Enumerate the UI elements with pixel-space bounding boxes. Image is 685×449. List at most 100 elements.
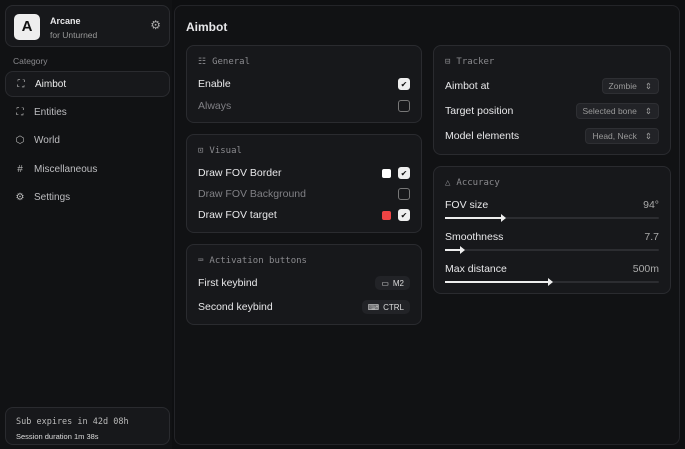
general-card: ☷ General Enable ✔ Always [186,45,422,123]
fov-target-row[interactable]: Draw FOV target ✔ [198,206,410,224]
slider-value: 94° [643,199,659,211]
fov-target-checkbox[interactable]: ✔ [398,209,410,221]
row-label: Draw FOV Border [198,167,282,179]
card-title: Accuracy [456,178,500,188]
keybind-button[interactable]: ▭ M2 [375,276,410,290]
sidebar-item-aimbot[interactable]: ⛶ Aimbot [5,71,170,97]
slider-label: Smoothness [445,231,504,243]
activation-header: ⌨ Activation buttons [198,256,307,266]
accuracy-card: △ Accuracy FOV size 94° Smoothness 7.7 Max … [433,166,671,294]
model-elements-select[interactable]: Head, Neck ⇕ [585,128,659,144]
grid-icon: # [17,163,23,175]
slider-thumb[interactable] [460,246,466,254]
mouse-icon: ▭ [381,278,389,288]
sidebar-item-label: Aimbot [35,78,67,90]
row-label: Draw FOV target [198,209,277,221]
key-label: M2 [392,278,404,288]
select-value: Selected bone [582,106,637,116]
card-title: General [212,57,251,67]
row-label: Enable [198,78,231,90]
globe-icon: ⬡ [15,134,25,146]
slider-value: 7.7 [644,231,659,243]
keyboard-icon: ⌨ [198,256,204,266]
target-position-row: Target position Selected bone ⇕ [445,102,659,120]
list-icon: ☷ [198,57,207,67]
select-value: Zombie [608,81,637,91]
select-value: Head, Neck [592,131,637,141]
chevron-updown-icon: ⇕ [644,130,652,141]
fov-background-row[interactable]: Draw FOV Background [198,185,410,203]
key-label: CTRL [383,302,404,312]
aimbot-at-select[interactable]: Zombie ⇕ [601,78,659,94]
subscription-card: Sub expires in 42d 08h Session duration … [5,407,170,445]
sidebar-item-settings[interactable]: ⚙ Settings [5,184,170,210]
app-name: Arcane [50,16,81,26]
always-row[interactable]: Always [198,97,410,115]
sidebar-item-miscellaneous[interactable]: # Miscellaneous [5,156,170,182]
smoothness-slider[interactable]: Smoothness 7.7 [445,231,659,254]
visual-header: ⊡ Visual [198,146,242,156]
aimbot-at-row: Aimbot at Zombie ⇕ [445,77,659,95]
card-title: Activation buttons [209,256,307,266]
slider-thumb[interactable] [547,278,553,286]
row-label: Second keybind [198,301,273,313]
color-swatch[interactable] [382,210,391,220]
row-label: Always [198,100,232,112]
sidebar-item-label: World [34,134,60,146]
brand-card: A Arcane for Unturned ⚙ [5,5,170,47]
row-label: First keybind [198,277,258,289]
row-label: Target position [445,105,514,117]
eye-icon: ⊡ [198,146,204,156]
chevron-updown-icon: ⇕ [644,105,652,116]
sidebar-item-label: Miscellaneous [34,163,98,175]
subscription-expiry: Sub expires in 42d 08h [16,417,129,427]
gear-icon[interactable]: ⚙ [150,18,161,32]
keyboard-icon: ⌨ [367,302,380,312]
gear-icon: ⚙ [15,191,25,203]
row-label: Aimbot at [445,80,490,92]
enable-row[interactable]: Enable ✔ [198,75,410,93]
tracker-card: ⊟ Tracker Aimbot at Zombie ⇕ Target positio… [433,45,671,155]
slider-value: 500m [632,263,659,275]
sidebar: A Arcane for Unturned ⚙ Category ⛶ Aimbot… [0,0,172,449]
slider-track[interactable] [445,278,659,286]
slider-track[interactable] [445,246,659,254]
accuracy-header: △ Accuracy [445,178,500,188]
sidebar-item-entities[interactable]: ⛶ Entities [5,99,170,125]
scan-face-icon: ⛶ [16,106,24,118]
fov-border-checkbox[interactable]: ✔ [398,167,410,179]
max-distance-slider[interactable]: Max distance 500m [445,263,659,286]
card-title: Visual [209,146,242,156]
sidebar-item-label: Settings [34,191,71,203]
activation-card: ⌨ Activation buttons First keybind ▭ M2 Sec… [186,244,422,325]
color-swatch[interactable] [382,168,391,178]
visual-card: ⊡ Visual Draw FOV Border ✔ Draw FOV Backgr… [186,134,422,233]
chevron-updown-icon: ⇕ [644,80,652,91]
session-duration: Session duration 1m 38s [16,432,99,441]
slider-track[interactable] [445,214,659,222]
slider-label: FOV size [445,199,489,211]
always-checkbox[interactable] [398,100,410,112]
page-title: Aimbot [186,20,228,34]
model-elements-row: Model elements Head, Neck ⇕ [445,127,659,145]
second-keybind-row: Second keybind ⌨ CTRL [198,298,410,316]
triangle-icon: △ [445,178,451,188]
app-logo: A [14,14,40,40]
crosshair-icon: ⛶ [17,78,25,90]
fov-size-slider[interactable]: FOV size 94° [445,199,659,222]
slider-fill [445,281,550,283]
first-keybind-row: First keybind ▭ M2 [198,274,410,292]
fov-background-checkbox[interactable] [398,188,410,200]
row-label: Draw FOV Background [198,188,306,200]
enable-checkbox[interactable]: ✔ [398,78,410,90]
sidebar-item-world[interactable]: ⬡ World [5,127,170,153]
tracker-header: ⊟ Tracker [445,57,494,67]
keybind-button[interactable]: ⌨ CTRL [361,300,410,314]
fov-border-row[interactable]: Draw FOV Border ✔ [198,164,410,182]
target-position-select[interactable]: Selected bone ⇕ [575,103,659,119]
app-subtitle: for Unturned [50,30,98,40]
slider-thumb[interactable] [500,214,506,222]
category-label: Category [13,56,48,66]
slider-fill [445,217,503,219]
card-title: Tracker [456,57,495,67]
